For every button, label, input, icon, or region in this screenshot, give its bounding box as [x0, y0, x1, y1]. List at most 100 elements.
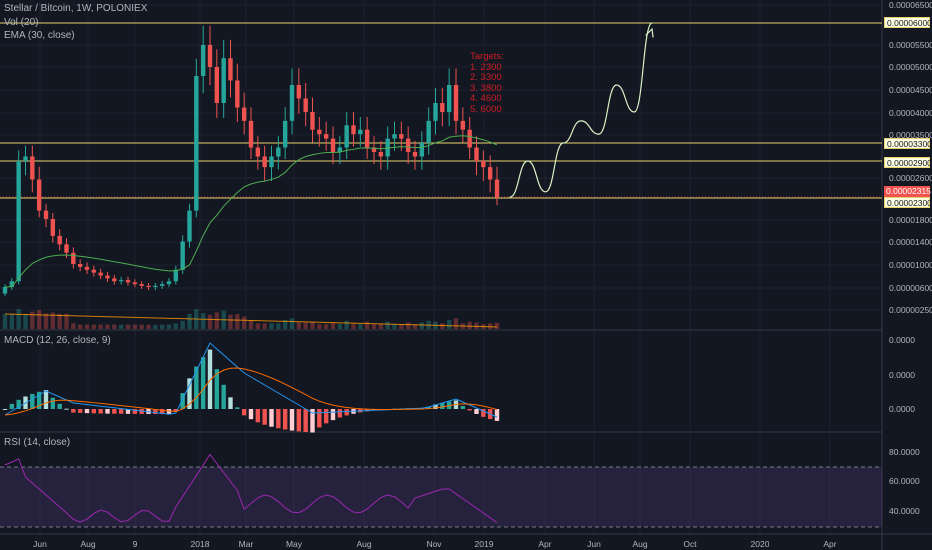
- symbol-title: Stellar / Bitcoin, 1W, POLONIEX: [4, 3, 148, 14]
- candle-body: [98, 272, 103, 276]
- candle-body: [207, 45, 213, 67]
- target-2: 2. 3300: [470, 72, 502, 83]
- price-tick: 0.00005500: [889, 40, 932, 50]
- candle-body: [112, 278, 117, 282]
- volume-bar: [180, 320, 185, 329]
- candle-body: [50, 219, 56, 236]
- volume-bar: [9, 314, 15, 329]
- macd-tick: 0.0000: [889, 370, 915, 380]
- volume-bar: [269, 323, 274, 329]
- volume-bar: [371, 324, 377, 329]
- macd-histogram-bar: [57, 403, 62, 409]
- candle-body: [323, 134, 329, 139]
- macd-histogram-bar: [132, 409, 138, 414]
- price-candles: [2, 25, 500, 297]
- volume-indicator-label[interactable]: Vol (20): [4, 17, 39, 28]
- macd-histogram-bar: [118, 409, 124, 414]
- volume-bar: [296, 322, 302, 329]
- candle-body: [2, 287, 8, 294]
- volume-bar: [112, 324, 117, 329]
- candle-body: [433, 103, 438, 121]
- macd-histogram-bar: [200, 357, 206, 409]
- macd-histogram-bar: [323, 409, 329, 424]
- candle-body: [23, 156, 28, 161]
- volume-bars: [2, 309, 500, 329]
- target-1: 1. 2300: [470, 61, 502, 73]
- macd-histogram-bar: [467, 409, 472, 411]
- macd-indicator-label[interactable]: MACD (12, 26, close, 9): [4, 335, 111, 346]
- volume-bar: [166, 324, 172, 329]
- volume-bar: [446, 320, 452, 329]
- macd-histogram-bar: [112, 409, 117, 414]
- volume-bar: [317, 324, 322, 329]
- ema-line: [4, 135, 498, 288]
- macd-histogram-bar: [105, 409, 110, 414]
- volume-bar: [50, 312, 56, 329]
- volume-bar: [228, 314, 233, 329]
- price-tick: 0.00005000: [889, 62, 932, 72]
- candle-body: [269, 156, 274, 168]
- rsi-line: [4, 453, 498, 524]
- candle-body: [77, 264, 83, 267]
- volume-bar: [71, 323, 76, 329]
- price-tick: 0.00002600: [889, 173, 932, 183]
- macd-histogram-bar: [241, 409, 247, 416]
- macd-histogram-bar: [440, 402, 445, 409]
- price-tag-2300: 0.00002300: [884, 197, 932, 208]
- volume-bar: [241, 316, 247, 329]
- volume-bar: [2, 314, 8, 329]
- volume-bar: [30, 311, 35, 329]
- target-5: 5. 6000: [470, 103, 502, 115]
- candle-body: [426, 120, 431, 143]
- macd-histogram-bar: [84, 409, 90, 414]
- rsi-tick: 60.0000: [889, 476, 920, 486]
- ema-indicator-label[interactable]: EMA (30, close): [4, 30, 75, 41]
- volume-bar: [118, 324, 124, 329]
- macd-histogram-bar: [235, 407, 240, 409]
- targets-annotation: Targets: 1. 2300 2. 3300 3. 3800 4. 4600…: [470, 51, 504, 115]
- candle-body: [467, 129, 472, 148]
- volume-bar: [440, 323, 445, 329]
- candle-body: [241, 107, 247, 121]
- candle-body: [159, 284, 165, 286]
- macd-histogram-bar: [159, 409, 165, 415]
- candle-body: [153, 285, 158, 287]
- candle-body: [392, 134, 397, 139]
- macd-histogram-bar: [317, 409, 322, 428]
- macd-histogram-bar: [282, 409, 288, 430]
- time-tick: 2020: [750, 539, 770, 549]
- macd-histogram-bar: [433, 404, 438, 409]
- volume-bar: [419, 322, 425, 329]
- macd-histogram-bar: [77, 409, 83, 413]
- macd-histogram-bar: [153, 409, 158, 415]
- volume-bar: [323, 324, 329, 329]
- volume-bar: [303, 322, 308, 329]
- macd-histogram-bar: [248, 409, 254, 420]
- volume-bar: [358, 324, 363, 329]
- price-tick: 0.00001800: [889, 215, 932, 225]
- macd-histogram-bar: [474, 409, 479, 414]
- volume-bar: [282, 320, 288, 329]
- candle-body: [364, 129, 370, 148]
- price-tick: 0.00003500: [889, 130, 932, 140]
- time-tick: Apr: [823, 539, 837, 549]
- rsi-tick: 40.0000: [889, 506, 920, 516]
- time-tick: Apr: [538, 539, 552, 549]
- macd-histogram-bar: [303, 409, 308, 433]
- candle-body: [248, 120, 254, 148]
- macd-histogram-bar: [64, 408, 69, 410]
- macd-line: [4, 342, 498, 418]
- volume-bar: [91, 324, 97, 329]
- candle-body: [132, 282, 138, 285]
- candle-body: [446, 85, 452, 112]
- volume-bar: [330, 322, 336, 329]
- volume-bar: [214, 312, 220, 329]
- rsi-indicator-label[interactable]: RSI (14, close): [4, 437, 71, 448]
- macd-histogram-bar: [71, 409, 76, 413]
- macd-histogram-bar: [460, 405, 466, 409]
- candle-body: [36, 179, 42, 211]
- volume-bar: [248, 320, 254, 329]
- macd-histogram-bar: [344, 409, 349, 416]
